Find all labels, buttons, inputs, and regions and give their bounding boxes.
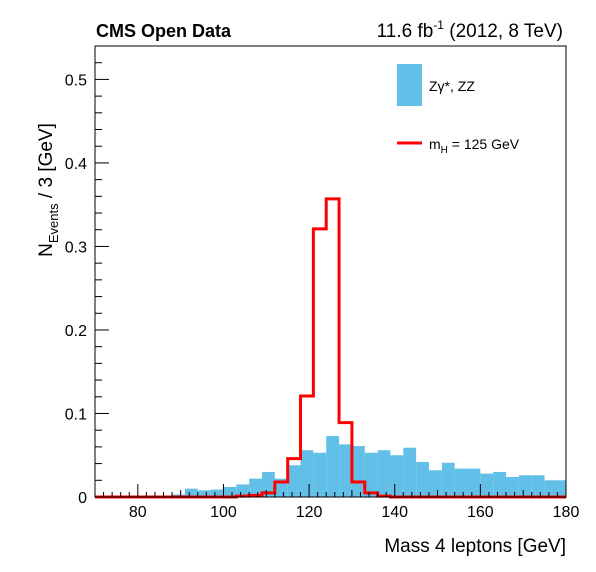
y-axis-title-rest: / 3 [GeV] <box>36 123 57 203</box>
legend: Zγ*, ZZ mH = 125 GeV <box>397 64 520 156</box>
legend-label-signal-rest: = 125 GeV <box>448 136 520 152</box>
background-bar <box>467 468 481 497</box>
title-left: CMS Open Data <box>96 21 232 41</box>
legend-label-signal: mH = 125 GeV <box>429 136 520 156</box>
legend-swatch-background <box>397 64 422 106</box>
y-tick-label: 0 <box>78 490 87 507</box>
background-bar <box>506 476 519 497</box>
title-right: 11.6 fb-1 (2012, 8 TeV) <box>377 18 563 42</box>
background-bar <box>493 471 507 497</box>
legend-label-background: Zγ*, ZZ <box>429 78 475 94</box>
background-bar <box>351 446 365 497</box>
y-tick-label: 0.1 <box>65 406 87 423</box>
background-bar <box>261 471 275 497</box>
background-histogram <box>172 436 566 497</box>
background-bar <box>428 470 442 497</box>
background-bar <box>390 455 404 497</box>
y-tick-label: 0.2 <box>65 323 87 340</box>
background-bar <box>197 490 211 497</box>
background-bar <box>326 436 340 497</box>
x-tick-label: 80 <box>129 504 147 521</box>
x-axis-title: Mass 4 leptons [GeV] <box>384 536 566 557</box>
title-right-lumi-exponent: -1 <box>433 18 444 32</box>
y-axis-title-main: N <box>36 243 57 257</box>
background-bar <box>364 452 378 497</box>
background-bar <box>441 462 455 497</box>
background-bar <box>184 488 198 497</box>
title-right-rest: (2012, 8 TeV) <box>444 21 563 42</box>
background-bar <box>377 450 391 497</box>
legend-label-signal-sub: H <box>441 145 448 156</box>
background-bar <box>403 447 417 497</box>
background-bar <box>300 450 314 497</box>
y-tick-label: 0.4 <box>65 156 87 173</box>
background-bar <box>210 489 224 497</box>
background-bar <box>223 486 237 497</box>
x-tick-label: 160 <box>467 504 494 521</box>
background-bar <box>544 480 558 497</box>
background-bar <box>339 444 352 497</box>
x-tick-label: 100 <box>210 504 237 521</box>
y-tick-label: 0.3 <box>65 239 87 256</box>
title-right-lumi: 11.6 fb <box>377 21 434 42</box>
background-bar <box>531 475 545 497</box>
background-bar <box>236 484 250 497</box>
x-tick-label: 180 <box>553 504 580 521</box>
background-bar <box>287 465 301 497</box>
x-tick-label: 120 <box>296 504 323 521</box>
background-bar <box>454 468 468 497</box>
background-bar <box>480 473 494 497</box>
x-tick-label: 140 <box>381 504 408 521</box>
x-axis: 80 100 120 140 160 180 <box>94 484 580 521</box>
y-axis: 0 0.1 0.2 0.3 0.4 0.5 <box>65 45 109 507</box>
background-bar <box>416 461 429 497</box>
background-bar <box>313 452 327 497</box>
y-axis-title: NEvents / 3 [GeV] <box>36 123 61 257</box>
background-bar <box>557 480 566 497</box>
title-left-text: CMS Open Data <box>96 21 232 41</box>
plot-frame <box>94 45 567 498</box>
y-axis-title-sub: Events <box>46 203 61 243</box>
y-tick-label: 0.5 <box>65 72 87 89</box>
background-bar <box>518 475 532 497</box>
legend-label-signal-main: m <box>429 136 441 152</box>
background-bar <box>249 478 262 497</box>
